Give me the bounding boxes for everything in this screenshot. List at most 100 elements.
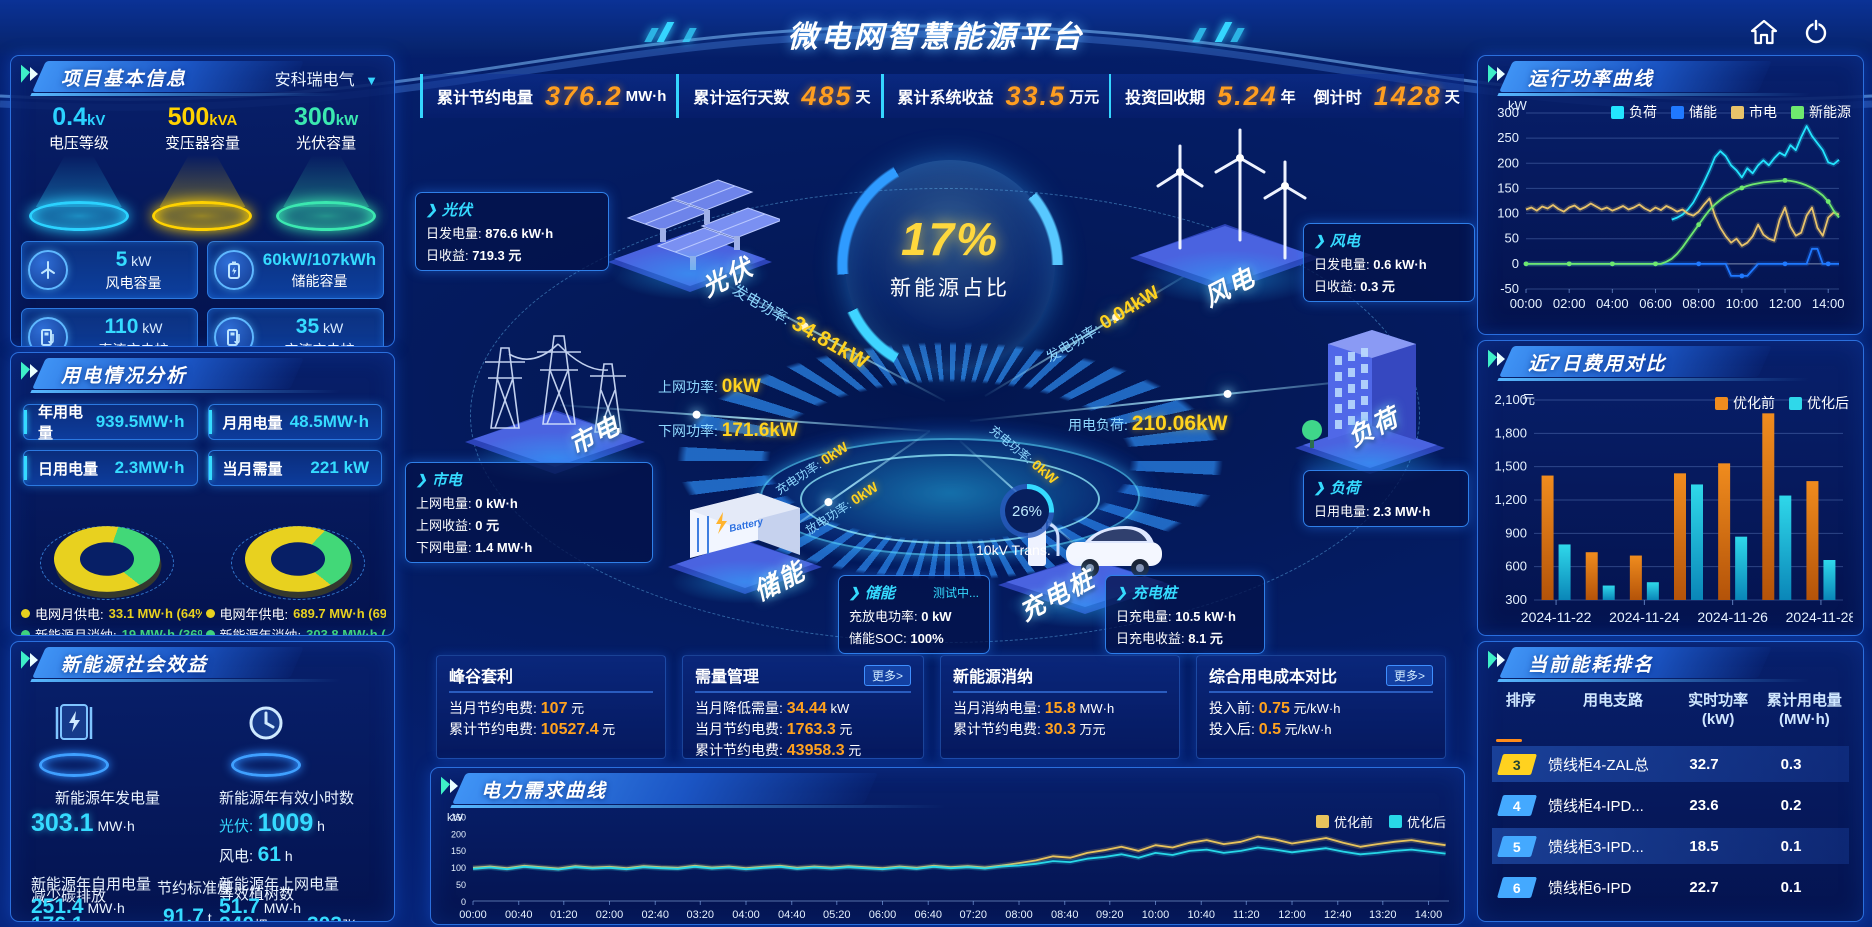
panel-energy-ranking: 当前能耗排名 排序 用电支路 实时功率 (kW) 累计用电量 (MW·h) 3 馈线… (1477, 641, 1864, 922)
flow-grid-draw: 下网功率: 171.6kW (658, 420, 798, 441)
x-tick-label: 00:00 (1510, 296, 1543, 311)
generation-icon (35, 699, 113, 777)
marker (1653, 261, 1658, 267)
kpi-unit: 万元 (1069, 88, 1100, 106)
branch-name: 馈线柜6-IPD (1548, 879, 1632, 897)
coal-saved-label: 节约标准煤 (157, 880, 233, 897)
donut-legend: 电网月供电: 33.1 MW·h (64%) 电网年供电: 689.7 MW·h (… (11, 596, 394, 635)
card-cost-comparison: 综合用电成本对比 更多> 投入前: 0.75 元/kW·h 投入后: 0.5 元/… (1196, 655, 1446, 759)
flow-load: 用电负荷: 210.06kW (1068, 412, 1228, 435)
grid-feed-label: 新能源年上网电量 (219, 876, 340, 893)
x-tick-label: 04:40 (777, 909, 805, 921)
chevron-icon: ❯ (426, 201, 437, 217)
coal-saved-value: 91.7 t (163, 905, 212, 922)
panel-cost-compare: 近7日费用对比 元 优化前 优化后 2,100 1,800 1,500 1,200 900… (1477, 340, 1864, 636)
panel-social-benefit: 新能源社会效益 新能源年发电量 303.1 MW·h 新能源年有效小时数 光伏:… (10, 641, 395, 922)
total-energy: 0.1 (1780, 878, 1802, 896)
usage-stats: 年用电量 939.5MW·h 月用电量 48.5MW·h 日用电量 2.3MW·h 当… (11, 392, 394, 492)
more-button[interactable]: 更多> (1385, 664, 1433, 686)
storage-status: 测试中... (932, 586, 979, 600)
x-tick-label: 09:20 (1096, 909, 1124, 921)
power-icon[interactable] (1800, 16, 1832, 48)
y-tick-label: 2,100 (1494, 392, 1527, 407)
grid-feed-value: 51.7 MW·h (219, 895, 302, 918)
panel-corner-icon (1488, 347, 1510, 369)
y-tick-label: 600 (1505, 559, 1527, 574)
legend-label: 储能 (1689, 104, 1717, 120)
cost-y-unit: 元 (1522, 392, 1536, 407)
company-dropdown[interactable]: 安科瑞电气 ▼ (275, 66, 378, 90)
legend-item[interactable]: 储能 (1671, 102, 1717, 122)
legend-item[interactable]: 优化后 (1789, 393, 1849, 413)
total-energy: 0.3 (1780, 755, 1802, 773)
page-title: 微电网智慧能源平台 (787, 21, 1085, 54)
table-row[interactable]: 4 馈线柜4-IPD... 23.6 0.2 (1492, 787, 1849, 823)
x-tick-label: 2024-11-24 (1609, 609, 1680, 625)
marker (1739, 273, 1745, 279)
certs-value: 303张 (307, 913, 356, 921)
kpi-total-revenue: 累计系统收益 33.5 万元 (880, 74, 1110, 118)
legend-item[interactable]: 优化前 (1315, 812, 1373, 831)
bar (1629, 555, 1642, 600)
more-button[interactable]: 更多> (863, 664, 911, 686)
scroll-indicator[interactable] (1496, 739, 1522, 742)
card-title: 需量管理 (695, 669, 760, 686)
cost-compare-chart: 2,100 1,800 1,500 1,200 900 600 300 2024-11-22 2… (1494, 392, 1853, 625)
legend-renew-month: 新能源月消纳:19 MW·h (36%) (21, 625, 202, 635)
legend-item[interactable]: 优化后 (1388, 812, 1446, 831)
panel-header: 电力需求曲线 (433, 770, 1462, 807)
panel-title: 新能源社会效益 (61, 655, 209, 676)
y-tick-label: 100 (1497, 206, 1519, 221)
chevron-icon: ❯ (416, 471, 427, 487)
legend-item[interactable]: 优化前 (1715, 393, 1775, 413)
stat-day-usage: 日用电量 2.3MW·h (23, 450, 198, 486)
x-tick-label: 06:00 (868, 909, 896, 921)
load-island: 负荷 (1290, 290, 1450, 490)
total-energy: 0.1 (1780, 837, 1802, 855)
x-tick-label: 12:00 (1278, 909, 1306, 921)
table-row[interactable]: 3 馈线柜4-ZAL总 32.7 0.3 (1492, 746, 1849, 782)
legend-item[interactable]: 负荷 (1611, 102, 1657, 122)
power-towers-illustration (465, 335, 645, 474)
trees-value: 240棵 (219, 913, 268, 921)
bar (1718, 463, 1731, 600)
y-tick-label: 200 (450, 829, 465, 839)
social-benefit-body: 新能源年发电量 303.1 MW·h 新能源年有效小时数 光伏: 1009 h … (11, 681, 394, 921)
x-tick-label: 00:40 (504, 909, 532, 921)
legend-chip (1731, 105, 1744, 119)
battery-icon (214, 250, 254, 290)
x-tick-label: 08:00 (1005, 909, 1033, 921)
y-tick-label: 900 (1505, 525, 1527, 540)
home-icon[interactable] (1748, 16, 1780, 48)
series-glow (1526, 177, 1841, 267)
y-tick-label: 250 (450, 812, 465, 822)
y-tick-label: -50 (1500, 281, 1519, 296)
legend-item[interactable]: 新能源 (1791, 102, 1851, 122)
year-supply-donut (223, 500, 373, 600)
y-tick-label: 50 (1505, 231, 1519, 246)
load-info-box: ❯ 负荷 日用电量: 2.3 MW·h (1303, 470, 1469, 527)
platform-ring (800, 454, 1100, 544)
self-use-label: 新能源年自用电量 (31, 876, 152, 893)
kpi-label: 累计系统收益 (897, 90, 994, 107)
marker (1739, 185, 1745, 191)
table-row[interactable]: 6 馈线柜6-IPD 22.7 0.1 (1492, 869, 1849, 905)
legend-chip (1315, 815, 1329, 828)
dc-charger-icon (28, 317, 68, 346)
chevron-icon: ❯ (1116, 584, 1127, 600)
legend-chip (1611, 105, 1624, 119)
ranking-table-header: 排序 用电支路 实时功率 (kW) 累计用电量 (MW·h) (1505, 692, 1842, 728)
legend-item[interactable]: 市电 (1731, 102, 1777, 122)
bar (1602, 585, 1615, 600)
battery-container-illustration: Battery (668, 493, 822, 594)
card-demand-management: 需量管理 更多> 当月降低需量: 34.44 kW 当月节约电费: 1763.3 … (682, 655, 924, 759)
self-use-value: 251.4 MW·h (31, 895, 125, 918)
bar (1585, 552, 1598, 600)
card-renewable-consumption: 新能源消纳 当月消纳电量: 15.8 MW·h 累计节约电费: 30.3 万元 (940, 655, 1180, 759)
panel-corner-icon (1488, 648, 1510, 670)
y-tick-label: 100 (450, 863, 465, 873)
bar (1806, 481, 1819, 600)
x-tick-label: 02:00 (1553, 296, 1586, 311)
demand-y-unit: kW (447, 812, 463, 824)
table-row[interactable]: 5 馈线柜3-IPD... 18.5 0.1 (1492, 828, 1849, 864)
